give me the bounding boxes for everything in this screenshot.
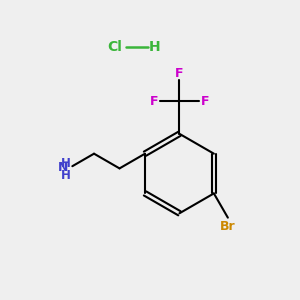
Text: H: H (148, 40, 160, 54)
Text: Br: Br (220, 220, 236, 233)
Text: H: H (61, 157, 71, 170)
Text: H: H (61, 169, 71, 182)
Text: N: N (58, 161, 68, 174)
Text: F: F (175, 67, 184, 80)
Text: Cl: Cl (107, 40, 122, 54)
Text: F: F (200, 95, 209, 108)
Text: F: F (150, 95, 158, 108)
